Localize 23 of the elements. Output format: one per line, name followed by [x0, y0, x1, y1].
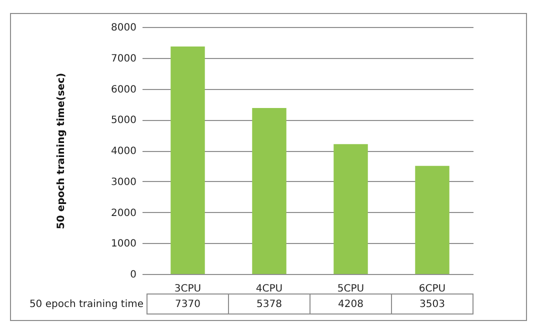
y-tick-label: 3000 [111, 176, 136, 188]
data-label: 4208 [338, 299, 364, 310]
x-tick-label: 4CPU [256, 284, 283, 294]
y-tick-label: 7000 [111, 53, 136, 64]
y-tick-label: 4000 [111, 146, 136, 157]
y-tick-label: 8000 [111, 22, 136, 34]
bar [252, 108, 286, 274]
bar [334, 144, 368, 274]
x-tick-label: 6CPU [418, 284, 446, 294]
y-tick-label: 6000 [111, 84, 136, 96]
bar [415, 166, 450, 274]
bar [170, 46, 205, 274]
data-label: 7370 [175, 299, 200, 310]
y-tick-label: 5000 [111, 115, 136, 126]
y-axis-title: 50 epoch training time(sec) [56, 72, 68, 230]
text: 50 epoch training time [29, 299, 144, 310]
y-tick-label: 1000 [111, 238, 136, 250]
data-label: 3503 [420, 299, 445, 310]
x-tick-label: 3CPU [174, 284, 202, 294]
x-tick-label: 5CPU [337, 284, 364, 294]
y-tick-label: 2000 [111, 208, 136, 219]
y-tick-label: 0 [130, 270, 136, 280]
data-label: 5378 [256, 299, 282, 310]
